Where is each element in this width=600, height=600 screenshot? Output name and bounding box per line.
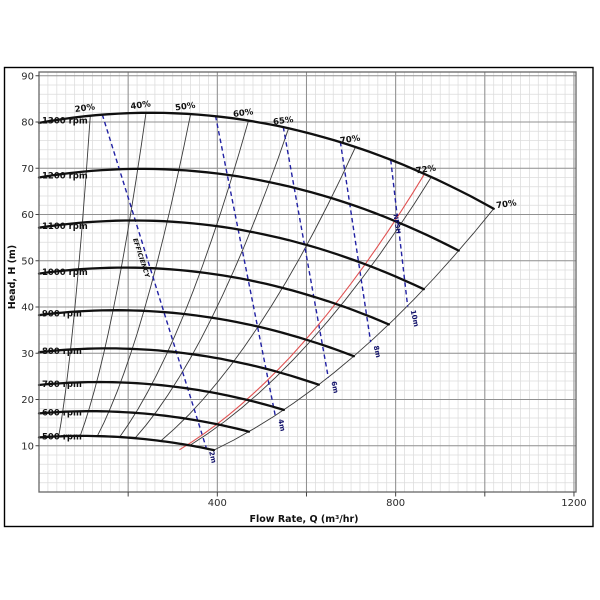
pump-curve-1100rpm — [37, 219, 425, 291]
pump-curve-500rpm — [37, 434, 216, 452]
grid-minor-layer — [39, 72, 576, 492]
pump-curve-900rpm — [37, 309, 355, 358]
efficiency-label: 60% — [232, 107, 254, 120]
efficiency-line-40pct — [79, 112, 147, 437]
efficiency-label: 65% — [273, 115, 295, 128]
y-tick-label: 60 — [21, 210, 34, 221]
y-axis-title: Head, H (m) — [7, 245, 18, 309]
efficiency-family-label: EFFICIENCY — [131, 237, 151, 279]
pump-curve-label-900rpm: 900 rpm — [42, 310, 82, 320]
x-tick-label: 1200 — [561, 498, 586, 509]
efficiency-label: 50% — [175, 101, 197, 114]
pump-curve-label-800rpm: 800 rpm — [42, 347, 82, 357]
pump-curve-label-1200rpm: 1200 rpm — [42, 171, 88, 181]
pump-curve-label-700rpm: 700 rpm — [42, 380, 82, 390]
pump-curve-1300rpm — [37, 111, 495, 210]
y-tick-label: 70 — [21, 164, 34, 175]
efficiency-label: 40% — [130, 99, 152, 112]
y-tick-label: 40 — [21, 303, 34, 314]
x-tick-label: 400 — [208, 498, 227, 509]
pump-curve-1200rpm — [37, 167, 460, 252]
x-axis-title: Flow Rate, Q (m³/hr) — [249, 514, 358, 525]
npsh-family-label: NPSH — [391, 214, 401, 235]
pump-curve-700rpm — [37, 380, 285, 412]
y-tick-label: 10 — [21, 441, 34, 452]
npsh-label: 2m — [207, 450, 217, 464]
x-tick-label: 800 — [386, 498, 405, 509]
pump-curve-label-500rpm: 500 rpm — [42, 433, 82, 443]
npsh-line-10m — [390, 159, 409, 307]
efficiency-label: 70% — [496, 198, 518, 211]
figure-border — [3, 66, 594, 528]
plot-frame — [38, 71, 577, 493]
npsh-label: 10m — [409, 309, 420, 327]
tick-labels-layer: 400 800 1200 10 20 30 40 50 60 70 80 90 — [21, 71, 586, 509]
efficiency-label: 70% — [339, 134, 361, 147]
grid-major-layer — [39, 72, 576, 492]
pump-curve-label-1000rpm: 1000 rpm — [42, 268, 88, 278]
y-tick-label: 90 — [21, 71, 34, 82]
npsh-line-8m — [339, 141, 372, 343]
npsh-label: 6m — [329, 381, 339, 395]
npsh-label: 8m — [372, 345, 382, 359]
y-tick-label: 20 — [21, 395, 34, 406]
pump-curve-600rpm — [37, 410, 251, 433]
y-tick-label: 30 — [21, 349, 34, 360]
npsh-line-4m — [214, 115, 276, 416]
efficiency-label: 72% — [415, 164, 437, 177]
y-tick-label: 50 — [21, 256, 34, 267]
npsh-line-6m — [282, 126, 330, 378]
bep-line — [179, 172, 426, 451]
pump-curve-800rpm — [37, 347, 320, 386]
y-tick-label: 80 — [21, 118, 34, 129]
efficiency-label: 20% — [74, 102, 96, 115]
curve-labels-layer: 20% 40% 50% 60% 65% 70% 72% 70% EFFICIENCY 2m 4m 6m… — [42, 99, 518, 464]
pump-curves-layer — [37, 111, 495, 452]
bep-line-layer — [179, 172, 426, 451]
pump-curve-label-1300rpm: 1300 rpm — [42, 117, 88, 127]
pump-curve-label-600rpm: 600 rpm — [42, 408, 82, 418]
pump-curve-label-1100rpm: 1100 rpm — [42, 222, 88, 232]
npsh-label: 4m — [276, 418, 286, 432]
pump-curve-1000rpm — [37, 266, 390, 326]
axes-layer — [35, 71, 577, 497]
